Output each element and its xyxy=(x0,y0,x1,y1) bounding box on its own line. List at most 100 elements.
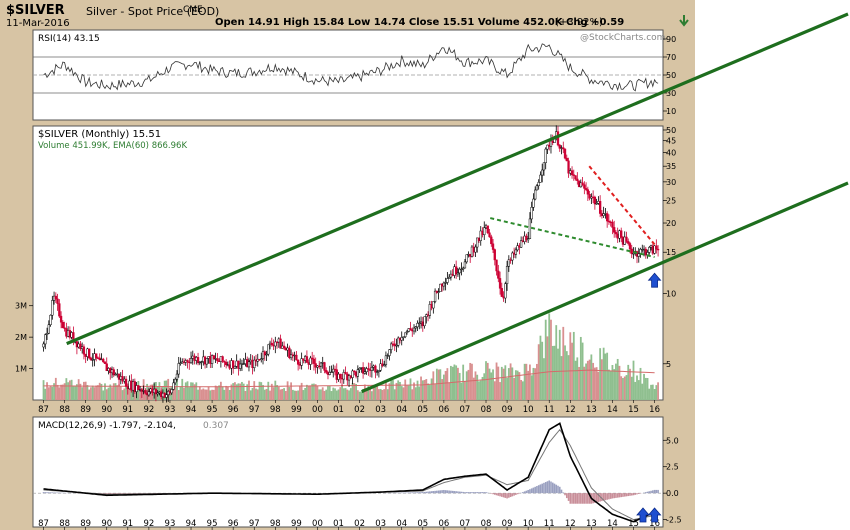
volume-bar xyxy=(177,390,180,400)
x-tick-label-bottom: 00 xyxy=(312,519,323,529)
price-candle-body xyxy=(504,283,507,299)
volume-bar xyxy=(629,368,631,400)
volume-bar xyxy=(497,366,500,400)
x-tick-label: 14 xyxy=(607,405,618,415)
volume-bar xyxy=(441,379,444,400)
macd-histogram-bar xyxy=(525,490,528,494)
macd-histogram-bar xyxy=(587,493,589,504)
volume-bar xyxy=(255,388,257,400)
macd-histogram-bar xyxy=(573,493,575,504)
x-tick-label-bottom: 91 xyxy=(122,519,133,529)
volume-bar xyxy=(478,381,480,400)
price-candle-body xyxy=(175,373,179,380)
macd-histogram-bar xyxy=(56,492,59,494)
price-candle-body xyxy=(296,359,300,365)
macd-histogram-bar xyxy=(544,482,547,494)
macd-histogram-bar xyxy=(613,493,615,499)
price-candle-body xyxy=(593,196,597,205)
volume-bar xyxy=(418,386,421,400)
volume-bar xyxy=(386,389,389,400)
volume-bar xyxy=(432,371,435,400)
volume-bar xyxy=(414,387,417,400)
price-candle-body xyxy=(490,236,493,245)
volume-bar xyxy=(399,381,401,400)
volume-bar xyxy=(235,384,238,400)
volume-bar xyxy=(411,389,414,400)
macd-histogram-bar xyxy=(476,492,479,494)
volume-bar xyxy=(381,389,384,400)
volume-bar xyxy=(104,383,106,400)
volume-bar xyxy=(63,383,66,400)
volume-bar xyxy=(77,379,80,400)
macd-histogram-bar xyxy=(411,492,414,494)
volume-bar xyxy=(274,380,277,400)
price-candle-body xyxy=(644,248,647,256)
macd-histogram-bar xyxy=(511,493,514,497)
price-candle-body xyxy=(625,236,628,242)
price-candle-body xyxy=(288,347,291,359)
volume-bar xyxy=(360,391,363,400)
macd-histogram-bar xyxy=(46,492,48,494)
macd-panel xyxy=(32,416,664,528)
change-percent: (+3.92%) xyxy=(555,17,603,28)
macd-histogram-bar xyxy=(650,490,652,494)
volume-bar xyxy=(358,391,361,400)
exchange-label: CME xyxy=(183,5,203,15)
price-candle-body xyxy=(196,357,200,364)
volume-bar xyxy=(256,389,259,400)
volume-bar xyxy=(219,381,222,400)
volume-bar xyxy=(583,366,586,400)
volume-bar xyxy=(388,383,391,400)
price-candle-body xyxy=(82,346,86,355)
macd-hist-label: 0.307 xyxy=(203,421,229,431)
price-candle-body xyxy=(583,184,586,189)
volume-bar xyxy=(509,363,512,400)
macd-histogram-bar xyxy=(564,493,566,496)
volume-bar xyxy=(190,382,192,400)
macd-tick-label: 2.5 xyxy=(666,463,679,472)
volume-bar xyxy=(532,367,535,400)
price-candle-body xyxy=(576,178,579,182)
volume-bar xyxy=(181,378,184,400)
macd-histogram-bar xyxy=(430,491,433,494)
download-arrow-icon[interactable] xyxy=(678,14,690,28)
macd-histogram-bar xyxy=(483,492,486,494)
volume-bar xyxy=(53,383,55,400)
macd-histogram-bar xyxy=(620,493,623,498)
volume-bar xyxy=(588,359,591,400)
macd-histogram-bar xyxy=(516,493,519,495)
macd-histogram-bar xyxy=(55,492,57,494)
volume-bar xyxy=(318,389,321,400)
macd-histogram-bar xyxy=(632,493,635,496)
price-candle-body xyxy=(606,213,609,222)
macd-histogram-bar xyxy=(481,492,484,494)
price-candle-body xyxy=(367,368,370,370)
volume-bar xyxy=(344,388,347,400)
x-tick-label-bottom: 15 xyxy=(628,519,639,529)
price-candle-body xyxy=(574,175,577,180)
volume-bar xyxy=(205,389,208,400)
macd-histogram-bar xyxy=(560,489,563,494)
price-candle-body xyxy=(567,160,570,174)
price-candle-body xyxy=(374,365,377,373)
price-candle-body xyxy=(586,189,589,195)
price-candle-body xyxy=(532,198,535,208)
volume-bar xyxy=(75,384,78,400)
price-candle-body xyxy=(488,232,491,238)
price-candle-body xyxy=(121,376,124,382)
price-candle-body xyxy=(61,321,64,329)
price-candle-body xyxy=(465,254,468,263)
volume-bar xyxy=(172,385,175,400)
volume-bar xyxy=(551,345,554,400)
price-candle-body xyxy=(595,203,598,205)
volume-bar xyxy=(176,379,178,400)
macd-histogram-bar xyxy=(581,493,584,504)
macd-histogram-bar xyxy=(558,486,561,494)
volume-bar xyxy=(625,375,628,400)
volume-bar xyxy=(61,384,64,400)
volume-bar xyxy=(304,388,307,400)
macd-histogram-bar xyxy=(490,493,493,494)
price-tick-label: 5 xyxy=(666,360,671,369)
macd-histogram-bar xyxy=(534,486,536,494)
